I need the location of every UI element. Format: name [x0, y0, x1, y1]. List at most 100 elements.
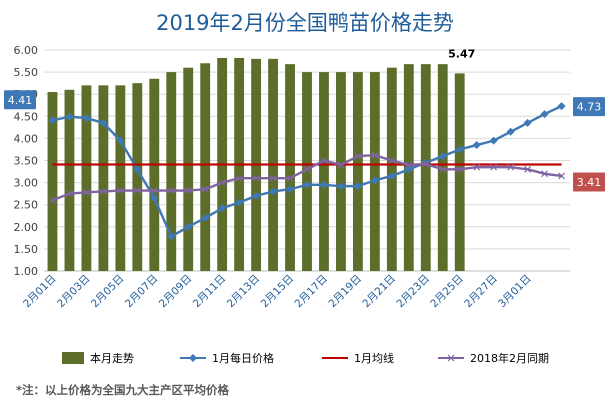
point-marker [218, 204, 227, 213]
bar [47, 91, 58, 272]
end-callout-text: 4.73 [577, 101, 602, 114]
x-tick-label: 2月09日 [157, 273, 195, 311]
point-marker [286, 185, 295, 194]
point-marker [540, 110, 549, 119]
bar [369, 72, 380, 271]
point-marker [269, 187, 278, 196]
point-marker [422, 160, 430, 168]
bar [166, 72, 177, 271]
point-marker [490, 163, 498, 171]
chart-title: 2019年2月份全国鸭苗价格走势 [156, 11, 454, 35]
x-tick-label: 2月11日 [191, 273, 229, 311]
x-tick-label: 3月01日 [496, 273, 534, 311]
end-callout-box [573, 97, 605, 117]
point-marker [99, 188, 107, 195]
y-tick-label: 1.00 [14, 265, 39, 278]
bar [386, 67, 397, 272]
y-tick-label: 2.50 [14, 199, 39, 212]
point-marker [235, 198, 244, 207]
point-marker [116, 187, 124, 194]
x-tick-label: 2月25日 [428, 273, 466, 311]
point-marker [150, 187, 158, 194]
point-marker [319, 180, 328, 189]
point-marker [201, 213, 210, 222]
bar [183, 67, 194, 272]
bar [64, 89, 75, 271]
point-marker [388, 157, 396, 164]
bar [302, 72, 312, 271]
point-marker [354, 152, 362, 160]
point-marker [473, 163, 481, 171]
avg-callout-box [573, 172, 605, 192]
point-marker [150, 194, 159, 203]
bar [454, 73, 465, 272]
point-marker [523, 118, 532, 127]
legend-swatch [62, 352, 84, 364]
point-marker [184, 222, 193, 231]
point-marker [65, 112, 74, 121]
point-marker [439, 165, 447, 173]
point-marker [286, 174, 294, 182]
point-marker [167, 187, 175, 194]
point-marker [235, 174, 243, 182]
x-tick-label: 2月19日 [327, 273, 365, 311]
annotations: 5.47 4.41 4.73 3.41 [4, 47, 605, 192]
y-tick-label: 5.50 [14, 66, 39, 79]
point-marker [133, 187, 141, 194]
point-marker [507, 163, 515, 171]
bar [437, 64, 448, 271]
bar [336, 72, 346, 271]
point-marker [558, 172, 565, 180]
footnote: *注：以上价格为全国九大主产区平均价格 [16, 383, 230, 397]
legend-marker [447, 354, 455, 362]
bar [81, 85, 92, 271]
point-marker [48, 116, 57, 125]
legend-label: 1月均线 [354, 351, 394, 365]
bar [420, 64, 431, 271]
y-tick-label: 1.50 [14, 243, 39, 256]
point-marker [99, 118, 108, 127]
point-marker [82, 188, 90, 196]
bar [98, 85, 109, 271]
bar [149, 78, 160, 271]
x-tick-label: 2月17日 [293, 273, 331, 311]
y-tick-label: 6.00 [14, 44, 39, 57]
point-marker [337, 161, 345, 169]
bar [319, 72, 329, 271]
point-marker [370, 176, 379, 185]
x-tick-label: 2月03日 [55, 273, 93, 311]
point-marker [489, 136, 498, 145]
x-tick-label: 2月15日 [259, 273, 297, 311]
x-tick-label: 2月27日 [462, 273, 500, 311]
point-marker [252, 191, 261, 200]
point-marker [472, 141, 481, 150]
start-callout-text: 4.41 [8, 94, 33, 107]
bar-value-label: 5.47 [448, 47, 475, 60]
bar [115, 85, 126, 271]
x-tick-label: 2月23日 [394, 273, 432, 311]
point-marker [167, 232, 176, 241]
point-marker [387, 171, 396, 180]
y-tick-label: 4.00 [14, 132, 39, 145]
point-marker [218, 179, 226, 187]
point-marker [336, 182, 345, 191]
point-marker [524, 165, 532, 173]
legend-label: 1月每日价格 [212, 351, 274, 365]
line-series [48, 102, 566, 241]
point-marker [303, 180, 311, 189]
point-marker [320, 157, 328, 164]
start-callout-box [4, 90, 36, 110]
bar [285, 64, 295, 271]
point-marker [303, 165, 311, 173]
x-axis: 2月01日2月03日2月05日2月07日2月09日2月11日2月13日2月15日… [21, 273, 534, 311]
legend-marker [189, 354, 197, 362]
legend: 本月走势 1月每日价格 1月均线 2018年2月同期 [62, 351, 549, 365]
x-tick-label: 2月01日 [21, 273, 59, 311]
bar [132, 83, 143, 272]
x-tick-label: 2月07日 [123, 273, 161, 311]
point-marker [506, 127, 515, 136]
y-tick-label: 3.50 [14, 155, 39, 168]
point-marker [557, 102, 566, 111]
bar [352, 72, 363, 271]
